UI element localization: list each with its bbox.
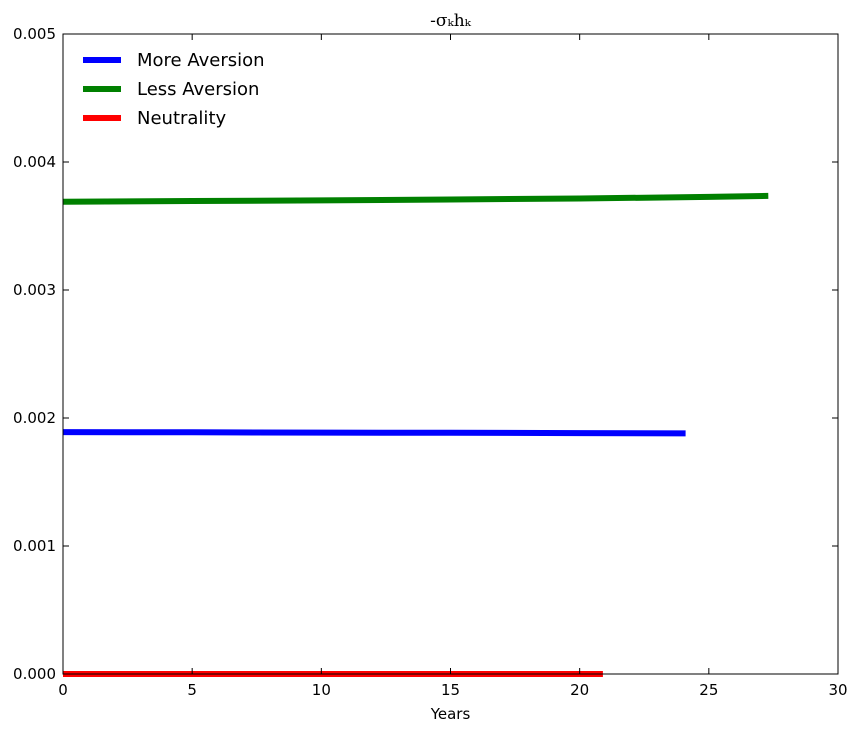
chart-title: -σₖhₖ: [430, 11, 471, 31]
legend: More Aversion Less Aversion Neutrality: [83, 50, 265, 129]
y-tick-label: 0.000: [13, 665, 56, 683]
x-tick-label: 15: [441, 681, 460, 699]
x-tick-label: 25: [699, 681, 718, 699]
legend-label-2: Neutrality: [137, 108, 226, 129]
y-tick-label: 0.001: [13, 537, 56, 555]
series-line-0: [62, 429, 686, 437]
y-tick-label: 0.005: [13, 25, 56, 43]
axis-ticks: 0 5 10 15 20 25 30 0.000 0.001 0.002 0.003 0.004 0.0…: [13, 25, 848, 699]
x-tick-label: 5: [187, 681, 197, 699]
x-tick-label: 0: [58, 681, 68, 699]
legend-label-1: Less Aversion: [137, 79, 259, 100]
x-tick-label: 30: [828, 681, 847, 699]
x-tick-label: 20: [570, 681, 589, 699]
x-tick-label: 10: [312, 681, 331, 699]
y-tick-label: 0.004: [13, 153, 56, 171]
plot-area-frame: [62, 33, 839, 675]
legend-label-0: More Aversion: [137, 50, 265, 71]
y-tick-label: 0.003: [13, 281, 56, 299]
y-tick-label: 0.002: [13, 409, 56, 427]
x-axis-label: Years: [430, 705, 471, 723]
series-line-1: [62, 192, 769, 205]
